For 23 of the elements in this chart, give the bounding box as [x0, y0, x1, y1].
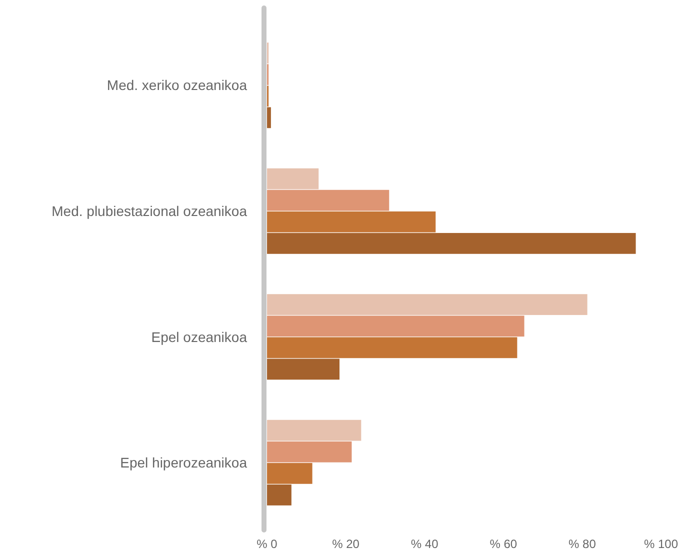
bar [267, 420, 362, 441]
bar [267, 232, 636, 254]
bar [267, 462, 312, 484]
y-tick-label: Epel ozeanikoa [151, 328, 248, 345]
y-tick-label: Epel hiperozeanikoa [120, 454, 248, 471]
x-tick-label: % 100 [644, 537, 678, 551]
bar [267, 484, 292, 506]
x-tick-label: % 80 [568, 537, 596, 551]
x-tick-label: % 40 [410, 537, 439, 551]
x-tick-label: % 60 [490, 537, 518, 551]
y-tick-label: Med. xeriko ozeanikoa [106, 77, 248, 94]
x-tick-label: % 20 [332, 537, 360, 551]
bar [267, 441, 352, 462]
bar [267, 107, 271, 128]
bar [267, 316, 524, 337]
bar [267, 358, 340, 380]
bar [267, 168, 319, 190]
bar [267, 294, 588, 316]
bar [267, 337, 518, 358]
y-tick-label: Med. plubiestazional ozeanikoa [52, 203, 248, 220]
x-tick-label: % 0 [256, 537, 278, 551]
bar [267, 211, 436, 232]
bar [267, 190, 390, 211]
